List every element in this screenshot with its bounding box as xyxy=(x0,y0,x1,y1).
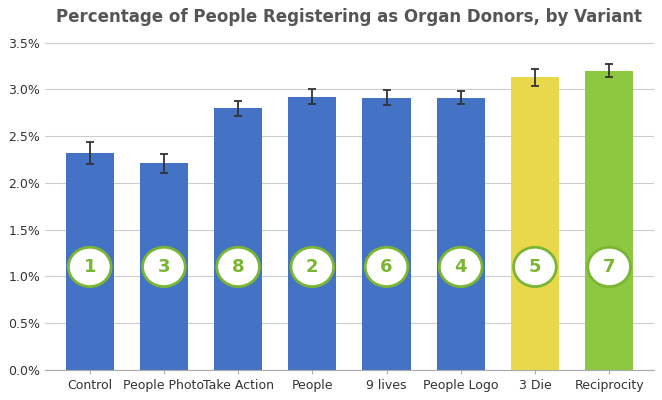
Text: 6: 6 xyxy=(380,258,393,276)
Bar xyxy=(362,98,410,370)
Text: 4: 4 xyxy=(455,258,467,276)
Ellipse shape xyxy=(216,247,260,286)
Text: 5: 5 xyxy=(529,258,542,276)
Bar xyxy=(214,108,262,370)
Ellipse shape xyxy=(142,247,185,286)
Bar xyxy=(288,97,336,370)
Text: 1: 1 xyxy=(83,258,96,276)
Ellipse shape xyxy=(291,247,334,286)
Text: 3: 3 xyxy=(158,258,170,276)
Text: 2: 2 xyxy=(306,258,318,276)
Text: 8: 8 xyxy=(232,258,244,276)
Bar xyxy=(511,77,559,370)
Ellipse shape xyxy=(514,247,556,286)
Ellipse shape xyxy=(440,247,482,286)
Ellipse shape xyxy=(68,247,111,286)
Bar xyxy=(140,163,188,370)
Bar xyxy=(437,98,485,370)
Bar xyxy=(66,153,114,370)
Bar xyxy=(585,71,634,370)
Ellipse shape xyxy=(588,247,630,286)
Ellipse shape xyxy=(365,247,408,286)
Text: 7: 7 xyxy=(603,258,616,276)
Title: Percentage of People Registering as Organ Donors, by Variant: Percentage of People Registering as Orga… xyxy=(56,8,642,26)
